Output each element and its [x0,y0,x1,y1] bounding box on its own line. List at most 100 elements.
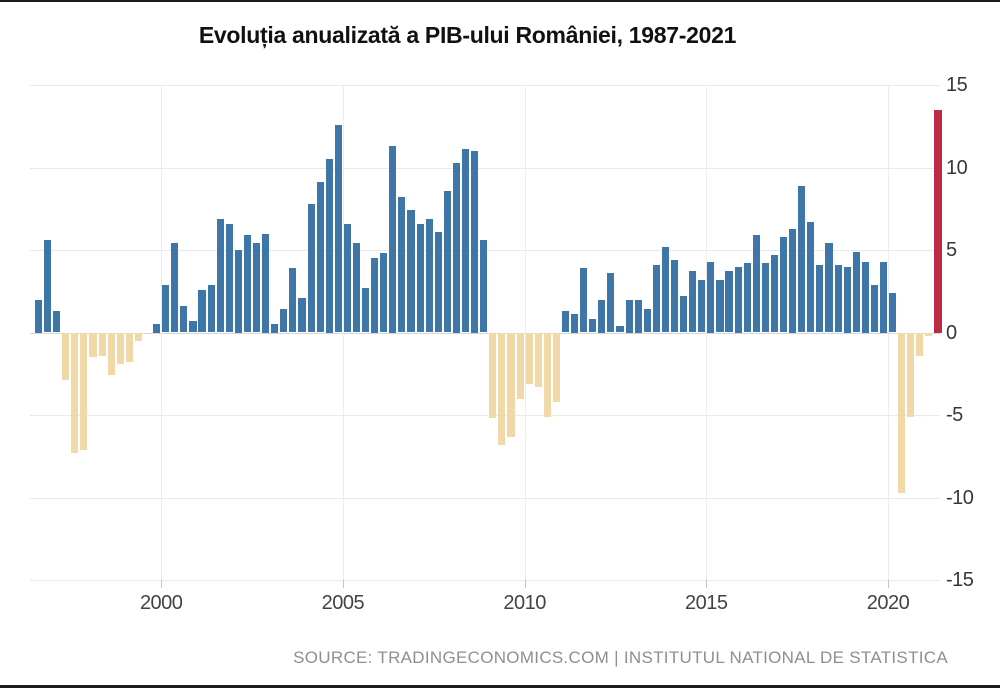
bar-2014-Q3 [689,271,697,333]
bar-1998-Q1 [89,332,97,358]
bar-2021-Q1 [925,332,933,336]
bar-2007-Q1 [416,223,424,333]
bar-2017-Q3 [798,185,806,333]
bar-2019-Q3 [870,284,878,333]
bar-1997-Q1 [53,311,61,333]
bar-2005-Q3 [362,287,370,333]
bar-1997-Q4 [80,332,88,450]
bar-1996-Q3 [34,299,43,333]
bar-2003-Q1 [271,324,279,333]
y-tick-label--10: -10 [946,486,974,509]
bar-2015-Q1 [707,261,715,333]
gridline-v-2020 [888,85,889,580]
bar-2007-Q3 [434,231,442,333]
bar-2009-Q1 [489,332,497,419]
bar-1996-Q4 [44,240,52,333]
bar-2003-Q2 [280,309,288,333]
bar-2013-Q1 [634,299,642,333]
bar-2008-Q4 [480,240,488,333]
bar-2011-Q2 [571,314,579,333]
bar-1998-Q4 [116,332,124,364]
bar-2016-Q1 [743,263,751,333]
bar-2012-Q3 [616,325,624,333]
bar-2019-Q2 [861,261,869,333]
bar-2010-Q1 [525,332,533,384]
bar-2017-Q4 [807,221,815,333]
bar-2010-Q4 [552,332,560,402]
bar-2001-Q1 [198,289,206,333]
bar-2002-Q1 [234,250,242,333]
frame-border-bottom [0,685,1000,688]
y-tick-label-5: 5 [946,239,957,261]
x-tick-label-2005: 2005 [321,592,365,614]
x-tick-label-2020: 2020 [866,592,910,614]
bar-2013-Q4 [661,246,669,333]
x-tick-2015 [706,580,708,588]
bar-2006-Q2 [389,146,397,333]
gridline-v-2000 [161,85,163,580]
frame-border-top [0,0,1000,2]
bar-2000-Q3 [180,306,188,333]
bar-2005-Q1 [343,223,351,333]
bar-2004-Q3 [325,159,333,333]
bar-2000-Q2 [171,243,179,333]
bar-2004-Q4 [334,124,342,333]
gridline-v-2010 [524,85,526,580]
y-tick-label--5: -5 [946,404,963,426]
bar-2001-Q3 [216,218,224,333]
bar-2006-Q1 [380,253,388,333]
gridline-h--5 [30,415,940,416]
bar-2015-Q3 [725,271,733,333]
bar-2020-Q1 [889,292,897,333]
bar-1998-Q3 [107,332,115,376]
bar-2001-Q4 [225,223,233,333]
bar-2019-Q4 [879,261,888,333]
bar-2002-Q2 [243,235,252,333]
x-tick-label-2010: 2010 [503,592,546,614]
bar-2000-Q4 [189,320,197,333]
gridline-h-0 [30,332,940,334]
chart-title: Evoluția anualizată a PIB-ului României,… [198,22,737,48]
gridline-h-15 [30,85,940,86]
x-tick-2000 [161,580,163,588]
bar-2012-Q4 [625,299,633,333]
bar-2017-Q1 [780,236,788,333]
y-tick-label-10: 10 [946,156,968,179]
bar-2018-Q1 [816,264,824,333]
bar-2018-Q3 [834,264,842,333]
bar-2011-Q4 [589,319,597,333]
bar-2006-Q4 [407,210,415,333]
bar-2003-Q3 [289,268,297,333]
bar-1999-Q4 [153,324,161,333]
y-tick-label-0: 0 [946,321,957,344]
bar-2003-Q4 [298,297,306,333]
bar-2000-Q1 [162,284,170,333]
bar-2012-Q2 [607,273,615,333]
bar-2014-Q2 [680,296,688,333]
x-tick-2005 [342,580,344,588]
bar-2009-Q2 [498,332,506,445]
x-tick-label-2000: 2000 [139,592,183,614]
bar-2005-Q4 [371,258,379,333]
bar-2014-Q4 [698,279,706,333]
bar-2016-Q2 [752,235,760,333]
bar-2009-Q3 [507,332,515,437]
gridline-h--10 [30,497,940,499]
bar-2018-Q2 [825,243,833,333]
bar-2016-Q3 [761,263,769,333]
bar-2007-Q2 [425,218,433,333]
source-attribution: SOURCE: TRADINGECONOMICS.COM | INSTITUTU… [293,648,948,667]
bar-2016-Q4 [770,254,779,333]
bar-2001-Q2 [207,284,215,333]
bar-2012-Q1 [598,299,606,333]
x-tick-label-2015: 2015 [685,592,728,614]
y-tick-label-15: 15 [946,74,968,96]
bar-2008-Q3 [471,151,479,333]
bar-2020-Q3 [907,332,915,417]
bar-2015-Q2 [716,279,724,333]
bar-2005-Q2 [352,243,361,333]
bar-2014-Q1 [670,259,679,333]
bar-2009-Q4 [516,332,524,399]
